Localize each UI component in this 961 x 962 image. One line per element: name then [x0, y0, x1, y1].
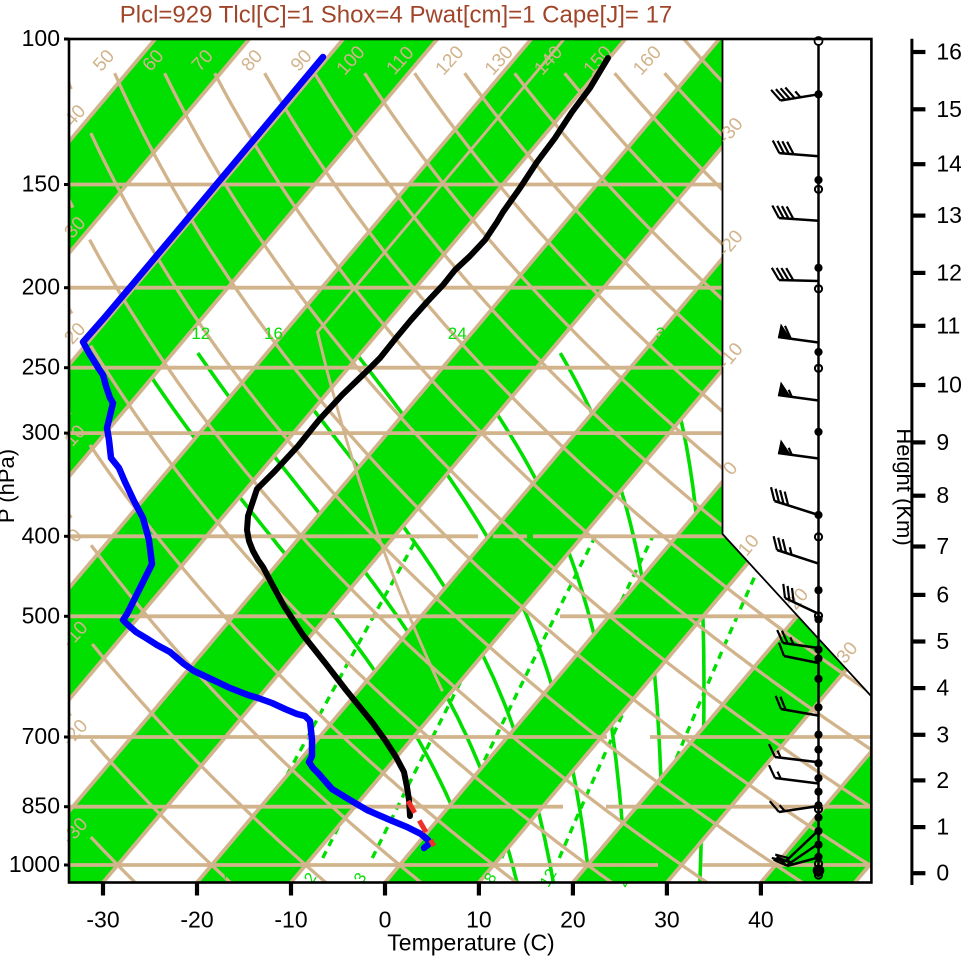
svg-text:10: 10 [466, 907, 492, 933]
svg-text:0: 0 [936, 860, 949, 886]
svg-text:Height (Km): Height (Km) [892, 428, 917, 545]
svg-text:100: 100 [22, 25, 60, 51]
svg-text:40: 40 [748, 907, 774, 933]
svg-text:30: 30 [654, 907, 680, 933]
svg-text:20: 20 [560, 907, 586, 933]
svg-text:-20: -20 [180, 907, 213, 933]
svg-text:6: 6 [936, 581, 949, 607]
svg-text:16: 16 [264, 324, 283, 343]
svg-text:5: 5 [936, 628, 949, 654]
svg-text:9: 9 [936, 429, 949, 455]
svg-text:13: 13 [936, 202, 961, 228]
svg-text:7: 7 [936, 533, 949, 559]
svg-text:3: 3 [936, 721, 949, 747]
svg-text:4: 4 [936, 675, 949, 701]
svg-text:24: 24 [448, 324, 467, 343]
svg-text:150: 150 [22, 171, 60, 197]
svg-text:32: 32 [656, 324, 675, 343]
svg-text:Plcl=929 Tlcl[C]=1 Shox=4 Pwat: Plcl=929 Tlcl[C]=1 Shox=4 Pwat[cm]=1 Cap… [120, 2, 673, 29]
svg-text:500: 500 [22, 602, 60, 628]
svg-text:300: 300 [22, 419, 60, 445]
svg-text:15: 15 [936, 96, 961, 122]
svg-text:12: 12 [936, 259, 961, 285]
svg-text:Temperature (C): Temperature (C) [387, 930, 554, 956]
svg-text:2: 2 [936, 767, 949, 793]
svg-text:1: 1 [936, 814, 949, 840]
svg-text:12: 12 [537, 866, 561, 890]
svg-text:11: 11 [936, 312, 960, 338]
svg-text:700: 700 [22, 723, 60, 749]
svg-text:0: 0 [379, 907, 392, 933]
svg-text:20: 20 [614, 866, 638, 890]
svg-text:200: 200 [22, 274, 60, 300]
svg-text:850: 850 [22, 793, 60, 819]
svg-text:400: 400 [22, 522, 60, 548]
svg-text:1000: 1000 [9, 851, 60, 877]
svg-text:14: 14 [936, 151, 961, 177]
svg-text:250: 250 [22, 354, 60, 380]
svg-text:16: 16 [936, 39, 961, 65]
svg-text:P (hPa): P (hPa) [0, 449, 19, 523]
svg-text:12: 12 [191, 324, 210, 343]
svg-text:8: 8 [936, 482, 949, 508]
svg-text:-30: -30 [86, 907, 119, 933]
svg-text:10: 10 [936, 372, 961, 398]
svg-text:-10: -10 [274, 907, 307, 933]
